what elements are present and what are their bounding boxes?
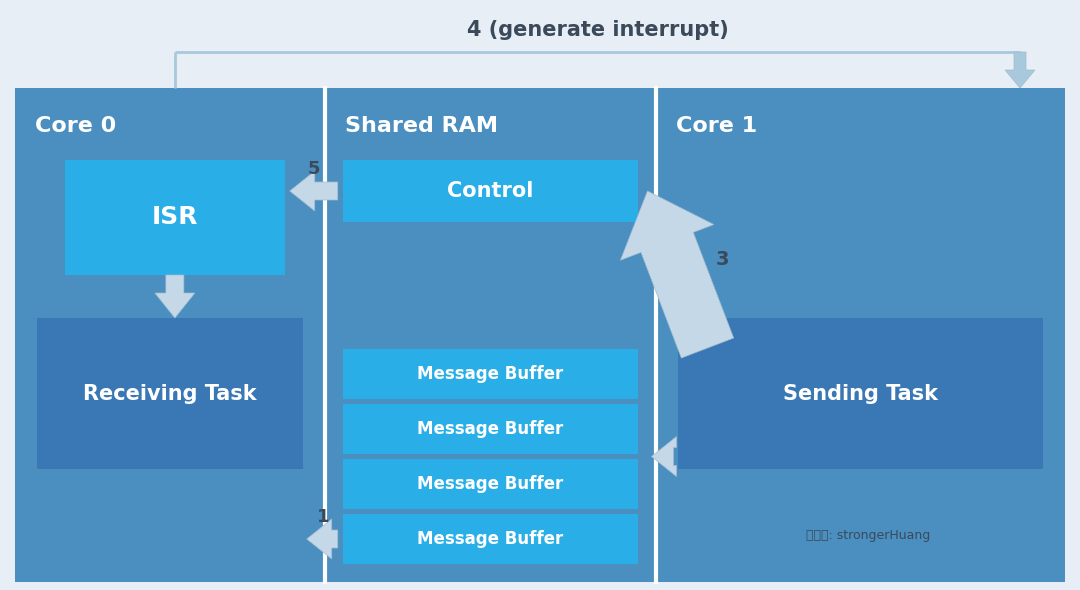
Text: ISR: ISR <box>151 205 198 230</box>
Text: 5: 5 <box>308 160 320 178</box>
Bar <box>656 88 1065 582</box>
Text: Control: Control <box>447 181 534 201</box>
Text: Message Buffer: Message Buffer <box>417 475 564 493</box>
Text: Core 1: Core 1 <box>675 116 757 136</box>
Text: Sending Task: Sending Task <box>783 384 937 404</box>
Bar <box>342 514 637 564</box>
Polygon shape <box>289 171 338 211</box>
Text: 1: 1 <box>316 508 329 526</box>
Bar <box>677 318 1043 469</box>
Polygon shape <box>1005 52 1035 88</box>
Text: Receiving Task: Receiving Task <box>83 384 257 404</box>
Polygon shape <box>651 437 676 477</box>
Polygon shape <box>620 191 733 358</box>
Bar <box>65 160 285 275</box>
Polygon shape <box>307 519 338 559</box>
Bar <box>325 88 656 582</box>
Text: 4 (generate interrupt): 4 (generate interrupt) <box>467 20 728 40</box>
Text: Message Buffer: Message Buffer <box>417 420 564 438</box>
Text: Message Buffer: Message Buffer <box>417 530 564 548</box>
Bar <box>15 88 325 582</box>
Text: Core 0: Core 0 <box>35 116 117 136</box>
Text: Shared RAM: Shared RAM <box>345 116 498 136</box>
Text: Message Buffer: Message Buffer <box>417 365 564 383</box>
Polygon shape <box>154 275 194 318</box>
Bar <box>342 404 637 454</box>
Bar <box>342 349 637 399</box>
Bar <box>37 318 302 469</box>
Text: 微信号: strongerHuang: 微信号: strongerHuang <box>806 529 930 542</box>
Text: 3: 3 <box>716 250 729 269</box>
Bar <box>342 459 637 509</box>
Bar <box>342 160 637 222</box>
